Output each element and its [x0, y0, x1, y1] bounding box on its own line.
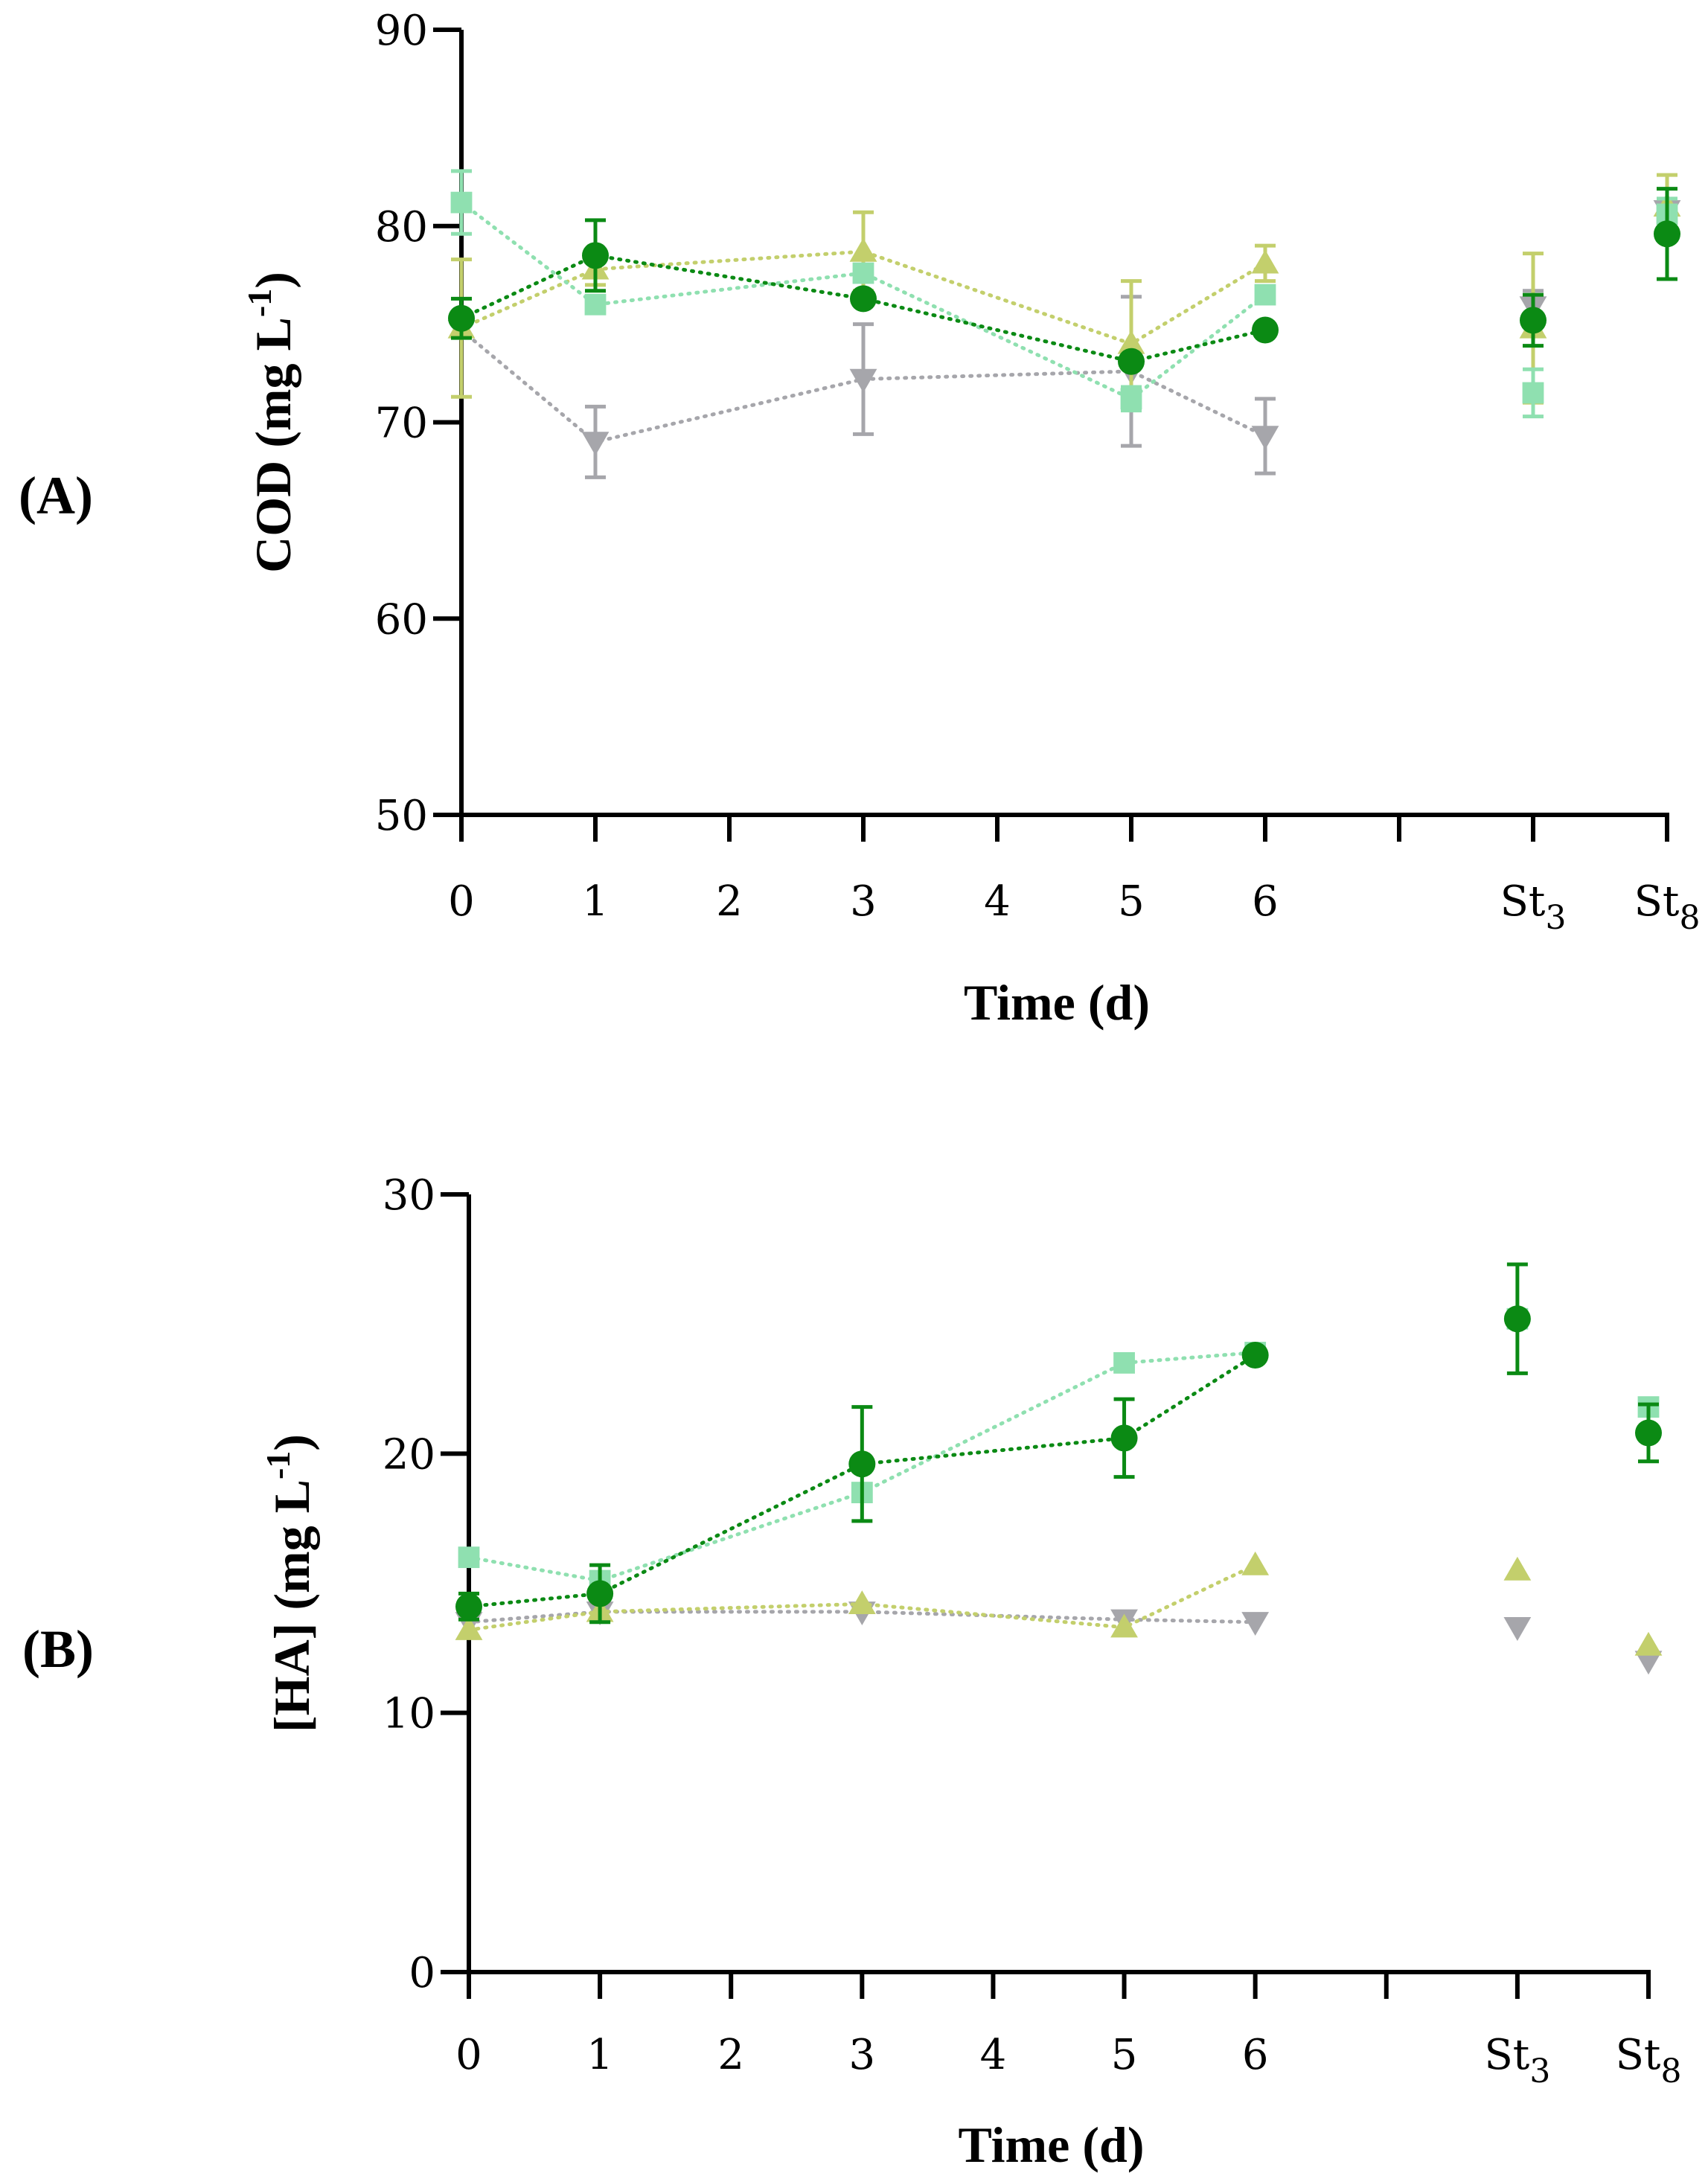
- panel-b-series-s2: [458, 1308, 1660, 1592]
- panel-b-x-tick-label: 5: [1111, 2031, 1138, 2079]
- panel-a-point-s1: [1118, 348, 1145, 375]
- panel-a-point-s2: [1522, 382, 1544, 404]
- panel-b-point-s4: [1241, 1612, 1270, 1636]
- panel-b-x-axis-title: Time (d): [959, 2116, 1145, 2173]
- panel-a-point-s2: [1120, 388, 1142, 410]
- panel-a-y-tick-label: 80: [375, 203, 428, 252]
- panel-b-point-s3: [455, 1616, 483, 1640]
- panel-b-point-s1: [1110, 1424, 1138, 1452]
- panel-b-series-s4: [455, 1601, 1663, 1675]
- panel-a-point-s2: [1254, 284, 1276, 306]
- panel-a-series-s4: [447, 198, 1681, 479]
- panel-a-point-s3: [1251, 249, 1279, 274]
- panel-a-x-tick-label: 4: [984, 877, 1011, 926]
- panel-b-x-tick-label: St3: [1484, 2031, 1550, 2090]
- panel-a-x-tick-label: 1: [582, 877, 609, 926]
- panel-b-point-s3: [1110, 1613, 1138, 1638]
- panel-b-x-tick-label: 0: [455, 2031, 482, 2079]
- panel-b-point-s2: [458, 1546, 480, 1569]
- panel-b-y-tick-label: 20: [383, 1430, 435, 1479]
- panel-b-y-tick-label: 30: [383, 1171, 435, 1220]
- panel-a-x-tick-label: St8: [1634, 877, 1701, 937]
- panel-a-point-s1: [850, 285, 877, 313]
- panel-a-point-s3: [1117, 330, 1145, 354]
- panel-b-x-tick-label: 6: [1242, 2031, 1269, 2079]
- panel-b-point-s3: [1634, 1631, 1663, 1656]
- panel-a-series-s2: [450, 169, 1678, 419]
- panel-a-point-s2: [584, 293, 607, 316]
- panel-a-point-s4: [1251, 426, 1279, 450]
- panel-b-point-s3: [848, 1590, 876, 1615]
- panel-b-point-s1: [1241, 1341, 1269, 1369]
- panel-b-x-tick-label: 3: [849, 2031, 876, 2079]
- panel-a-label: (A): [19, 466, 93, 525]
- panel-a-x-tick-label: 5: [1118, 877, 1145, 926]
- panel-b-point-s1: [455, 1593, 482, 1620]
- panel-a-y-axis-title: COD (mg L-1): [240, 272, 301, 573]
- panel-a-x-tick-label: 6: [1252, 877, 1279, 926]
- panel-a-y-tick-label: 70: [375, 400, 428, 448]
- panel-a-x-tick-label: 3: [850, 877, 877, 926]
- panel-a-y-tick-label: 50: [375, 792, 428, 840]
- panel-b-point-s1: [586, 1580, 614, 1607]
- panel-b-y-tick-label: 0: [409, 1949, 435, 1997]
- panel-b-point-s2: [1113, 1352, 1135, 1374]
- panel-b-x-tick-label: St8: [1616, 2031, 1682, 2090]
- panel-a-point-s1: [1520, 307, 1547, 334]
- panel-a-y-tick-label: 90: [375, 7, 428, 55]
- panel-b: 0 10 20 30 0 1 2 3 4 5 6 St3 St8 Time (d) [HA] (mg L-1…: [22, 1171, 1681, 2173]
- panel-b-x-tick-label: 1: [586, 2031, 613, 2079]
- panel-a-point-s4: [849, 368, 877, 393]
- panel-b-x-tick-label: 2: [717, 2031, 744, 2079]
- panel-b-point-s1: [1503, 1305, 1531, 1333]
- panel-b-point-s3: [1503, 1556, 1532, 1581]
- panel-a-point-s1: [1654, 220, 1680, 248]
- panel-a: 50 60 70 80 90 0 1 2 3 4 5 6 St3 St8 Time (d) COD (mg L…: [19, 7, 1700, 1031]
- panel-b-point-s1: [848, 1450, 876, 1478]
- panel-b-y-tick-label: 10: [383, 1690, 435, 1738]
- panel-a-x-axis-title: Time (d): [964, 974, 1150, 1031]
- panel-a-y-tick-label: 60: [375, 595, 428, 644]
- panel-a-point-s1: [582, 242, 609, 269]
- panel-b-label: (B): [22, 1619, 94, 1679]
- panel-a-series-s3: [447, 173, 1681, 409]
- panel-a-x-tick-label: 2: [716, 877, 743, 926]
- panel-a-point-s1: [1252, 316, 1279, 344]
- panel-b-y-axis-title: [HA] (mg L-1): [259, 1434, 320, 1732]
- panel-a-x-tick-label: St3: [1500, 877, 1567, 937]
- panel-a-point-s4: [581, 432, 610, 456]
- panel-b-point-s1: [1635, 1419, 1662, 1447]
- panel-b-point-s4: [1503, 1617, 1532, 1641]
- panel-a-point-s2: [450, 191, 473, 214]
- panel-b-series-s1: [455, 1262, 1662, 1625]
- panel-a-point-s1: [448, 304, 475, 332]
- panel-a-series-s1: [448, 187, 1680, 375]
- panel-a-point-s2: [852, 262, 874, 284]
- panel-a-point-s3: [849, 237, 877, 262]
- panel-a-series-line-s3: [459, 249, 1267, 346]
- panel-b-point-s3: [1241, 1551, 1270, 1575]
- panel-b-point-s4: [1634, 1651, 1663, 1675]
- panel-b-x-tick-label: 4: [980, 2031, 1007, 2079]
- panel-a-x-tick-label: 0: [448, 877, 475, 926]
